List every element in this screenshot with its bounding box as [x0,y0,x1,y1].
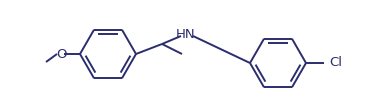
Text: Cl: Cl [329,56,342,69]
Text: O: O [57,48,67,60]
Text: HN: HN [176,29,196,42]
